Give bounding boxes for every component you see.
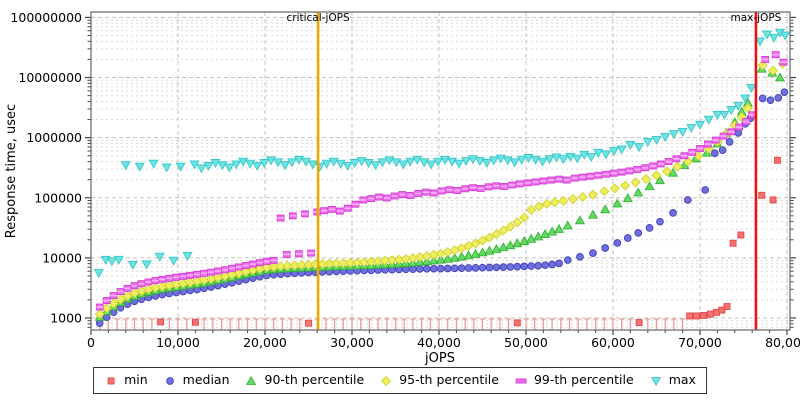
- x-tick-label: 60,000: [591, 335, 635, 350]
- legend-item-90th-percentile: 90-th percentile: [245, 372, 365, 388]
- legend-item-median-label: median: [182, 372, 230, 388]
- legend-item-90th-label: 90-th percentile: [264, 372, 365, 388]
- y-tick-label: 10000000: [18, 70, 82, 85]
- x-tick-label: 20,000: [243, 335, 287, 350]
- max-marker-icon: [650, 376, 661, 386]
- annotation-critical-jOPS: critical-jOPS: [286, 12, 350, 330]
- annotation-label: max-jOPS: [731, 12, 782, 24]
- x-tick-label: 10,000: [156, 335, 200, 350]
- legend-item-99th-percentile: 99-th percentile: [514, 374, 634, 387]
- series-min: [157, 156, 781, 327]
- legend: min median 90-th percentile 95-th percen…: [93, 367, 707, 394]
- x-tick-label: 30,000: [330, 335, 374, 350]
- 99th-percentile-marker-icon: [515, 378, 527, 383]
- x-tick-label: 0: [87, 335, 95, 350]
- y-tick-label: 100000: [34, 190, 82, 205]
- x-tick-label: 50,000: [504, 335, 548, 350]
- annotation-label: critical-jOPS: [286, 12, 349, 24]
- legend-item-min: min: [104, 374, 148, 387]
- legend-item-median: median: [163, 374, 230, 387]
- legend-item-max: max: [649, 374, 696, 387]
- y-tick-label: 1000000: [26, 130, 82, 145]
- plot-border: [90, 11, 791, 331]
- y-axis-title: Response time, usec: [4, 104, 19, 238]
- legend-item-95th-percentile: 95-th percentile: [379, 374, 499, 387]
- chart-layers: 1000 10000 100000 1000000 10000000 100000000 0…: [10, 10, 800, 350]
- series-median: [95, 88, 789, 328]
- chart-svg: 1000 10000 100000 1000000 10000000 100000000 0…: [4, 10, 800, 366]
- x-tick-label: 80,000: [765, 335, 800, 350]
- y-tick-label: 1000: [50, 310, 82, 325]
- legend-item-95th-label: 95-th percentile: [399, 372, 499, 388]
- series-99th: [95, 51, 788, 311]
- min-marker-icon: [107, 377, 115, 384]
- x-tick-label: 40,000: [417, 335, 461, 350]
- x-axis-title: jOPS: [424, 351, 455, 366]
- median-marker-icon: [165, 376, 174, 385]
- min-clipped-markers: [97, 318, 686, 330]
- legend-item-99th-label: 99-th percentile: [533, 372, 634, 388]
- axis-ticks: 1000 10000 100000 1000000 10000000 100000000 0…: [10, 10, 800, 350]
- y-tick-label: 100000000: [10, 10, 82, 25]
- minor-gridlines: [91, 19, 790, 328]
- series-95th: [94, 58, 788, 320]
- y-tick-label: 10000: [42, 250, 82, 265]
- x-tick-label: 70,000: [678, 335, 722, 350]
- annotation-max-jOPS: max-jOPS: [731, 12, 782, 330]
- legend-item-max-label: max: [668, 372, 696, 388]
- 95th-percentile-marker-icon: [381, 375, 392, 386]
- series-max: [93, 28, 791, 279]
- 90th-percentile-marker-icon: [246, 375, 257, 385]
- legend-item-min-label: min: [124, 372, 148, 388]
